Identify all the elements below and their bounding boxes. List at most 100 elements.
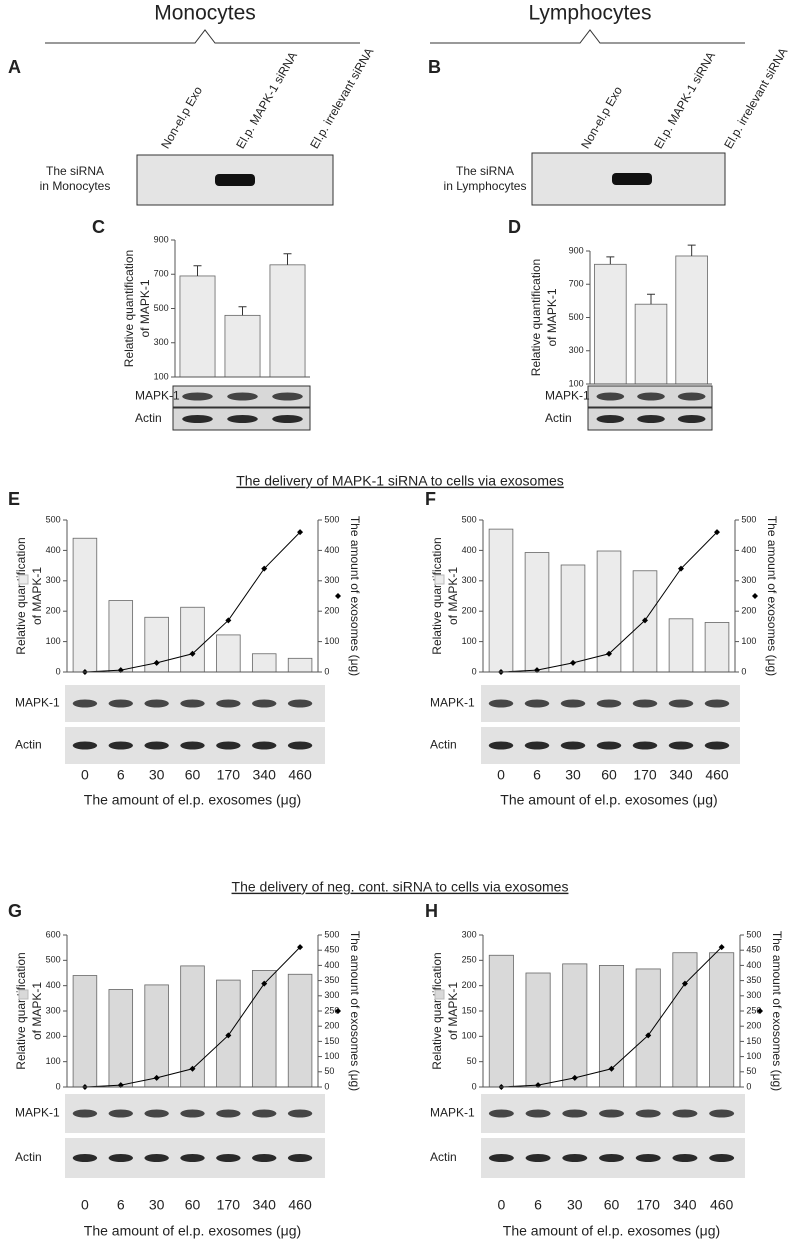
tick-label: 500 (154, 303, 169, 313)
marker (153, 1074, 160, 1081)
blot-band (668, 699, 694, 708)
lane-label: El.p. MAPK-1 siRNA (233, 49, 300, 151)
x-tick-label: 30 (567, 1197, 583, 1213)
blot-row-label: MAPK-1 (430, 1106, 475, 1120)
x-tick-label: 60 (185, 767, 201, 783)
tick-label: 300 (154, 337, 169, 347)
marker (645, 1032, 652, 1039)
tick-label: 450 (746, 945, 761, 955)
blot-band (252, 1109, 277, 1118)
tick-label: 300 (46, 575, 61, 585)
blot-band (632, 699, 658, 708)
panel-letter: C (92, 217, 105, 237)
x-axis-label: The amount of el.p. exosomes (μg) (84, 792, 301, 808)
tick-label: 0 (324, 666, 329, 676)
marker (189, 650, 196, 657)
tick-label: 100 (324, 636, 339, 646)
blot-band (637, 415, 665, 423)
x-tick-label: 170 (637, 1197, 661, 1213)
blot-band (677, 415, 706, 423)
tick-label: 300 (746, 990, 761, 1000)
blot-band (287, 1109, 313, 1118)
x-axis-label: The amount of el.p. exosomes (μg) (84, 1223, 301, 1239)
section-title: The delivery of neg. cont. siRNA to cell… (232, 879, 569, 895)
blot-band (216, 699, 241, 708)
blot-band (562, 1109, 588, 1118)
section-title: The delivery of MAPK-1 siRNA to cells vi… (236, 473, 564, 489)
bar (251, 970, 277, 1088)
blot-row-label: MAPK-1 (15, 696, 60, 710)
marker (608, 1065, 615, 1072)
blot-band (144, 741, 169, 750)
blot-band (252, 1154, 277, 1162)
bar (72, 975, 98, 1088)
tick-label: 200 (46, 606, 61, 616)
y-axis-label: Relative quantification (122, 250, 136, 367)
tick-label: 100 (46, 1056, 61, 1066)
blot-band (488, 1109, 514, 1118)
marker (714, 529, 720, 536)
tick-label: 700 (569, 279, 584, 289)
blot-band (596, 741, 622, 750)
marker (189, 1065, 196, 1072)
blot-band (525, 1154, 551, 1162)
tick-label: 0 (56, 1081, 61, 1091)
y-axis-label: of MAPK-1 (446, 567, 460, 625)
blot-band (596, 392, 625, 401)
blot-band (488, 741, 514, 750)
blot-band (108, 1154, 133, 1162)
legend-swatch (18, 989, 29, 1000)
panel-letter: D (508, 217, 521, 237)
tick-label: 100 (741, 636, 756, 646)
x-tick-label: 340 (669, 767, 693, 783)
blot-row-label: Actin (430, 738, 457, 752)
blot-band (108, 1109, 133, 1118)
bar (668, 618, 694, 673)
x-tick-label: 0 (497, 767, 505, 783)
tick-label: 500 (46, 955, 61, 965)
group-title: Lymphocytes (529, 2, 652, 25)
blot-band (677, 392, 706, 401)
marker (153, 659, 160, 666)
bar (635, 968, 661, 1088)
marker (642, 617, 648, 624)
tick-label: 0 (56, 666, 61, 676)
blot-band (180, 1154, 205, 1162)
blot-band (72, 1154, 98, 1162)
x-tick-label: 0 (81, 1197, 89, 1213)
blot-band (524, 741, 550, 750)
tick-label: 50 (746, 1066, 756, 1076)
tick-label: 300 (462, 575, 477, 585)
marker (261, 980, 268, 987)
bar (560, 564, 586, 673)
blot-band (488, 1154, 514, 1162)
error-bar (238, 306, 247, 316)
blot-band (227, 415, 258, 423)
y-axis-label: of MAPK-1 (30, 567, 44, 625)
tick-label: 200 (741, 606, 756, 616)
blot-band (180, 699, 205, 708)
blot-band (672, 1109, 698, 1118)
blot-row-label: Actin (15, 1150, 42, 1164)
tick-label: 300 (569, 345, 584, 355)
tick-label: 400 (462, 545, 477, 555)
blot-band (612, 173, 652, 185)
blot-band (108, 699, 133, 708)
y-axis-label: Relative quantification (430, 537, 444, 654)
lane-label: El.p. irrelevant siRNA (721, 45, 790, 151)
bar (251, 653, 277, 673)
x-tick-label: 460 (705, 767, 729, 783)
blot-band (72, 699, 98, 708)
legend-marker (757, 1008, 763, 1014)
blot-band (108, 741, 133, 750)
marker (297, 529, 304, 536)
tick-label: 100 (569, 378, 584, 388)
blot-band (488, 699, 514, 708)
blot-band (562, 1154, 588, 1162)
tick-label: 100 (746, 1051, 761, 1061)
panel-letter: G (8, 901, 22, 921)
blot-band (704, 699, 730, 708)
bar (269, 264, 306, 378)
bar (524, 552, 550, 673)
blot-label: The siRNA (456, 164, 514, 178)
